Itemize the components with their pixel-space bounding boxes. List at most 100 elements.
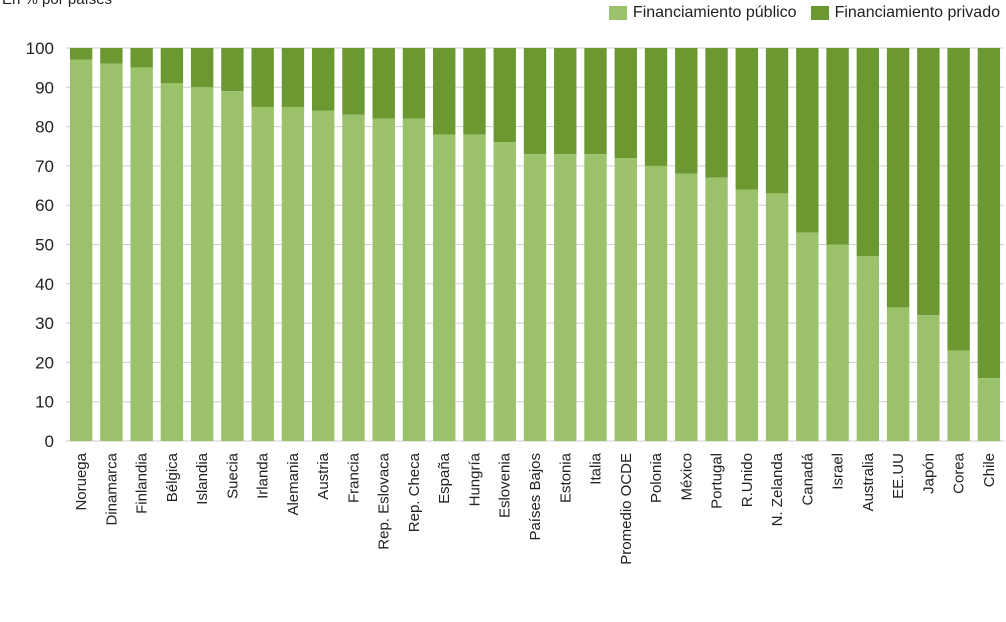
x-tick-label: Noruega: [73, 452, 90, 510]
bar-public: [69, 59, 93, 441]
bar-private: [977, 48, 1001, 379]
bar-private: [675, 48, 698, 174]
x-tick-label: Estonia: [557, 452, 574, 503]
legend-label-public: Financiamiento público: [632, 4, 797, 21]
bar-private: [735, 48, 759, 190]
x-tick-label: Finlandia: [134, 452, 151, 514]
chart-subtitle: En % por países: [2, 0, 112, 8]
bar-private: [705, 48, 728, 178]
bar-public: [977, 378, 1001, 441]
bar-public: [281, 106, 305, 441]
bar-private: [554, 48, 577, 155]
bar-private: [251, 48, 274, 107]
bar-public: [493, 142, 516, 441]
x-tick-label: Italia: [588, 452, 605, 484]
bar-public: [372, 118, 395, 442]
x-tick-label: Rep. Eslovaca: [376, 452, 393, 549]
x-tick-label: Eslovenia: [497, 452, 514, 518]
bar-private: [372, 48, 395, 119]
x-tick-label: N. Zelanda: [769, 452, 786, 526]
y-tick-label: 50: [35, 236, 54, 255]
x-tick-label: Promedio OCDE: [618, 453, 635, 565]
bar-public: [856, 256, 880, 441]
bar-private: [463, 48, 486, 135]
bar-private: [311, 48, 335, 111]
bar-private: [826, 48, 849, 245]
legend-label-private: Financiamiento privado: [834, 4, 1000, 21]
bar-private: [584, 48, 607, 155]
x-tick-label: Países Bajos: [527, 453, 544, 541]
legend-item-private: Financiamiento privado: [810, 4, 1000, 22]
y-tick-label: 100: [26, 39, 54, 58]
bar-private: [614, 48, 637, 159]
x-tick-label: Chile: [981, 453, 998, 487]
bar-public: [705, 177, 728, 441]
bar-private: [856, 48, 880, 257]
bar-public: [796, 232, 819, 441]
bar-private: [160, 48, 184, 84]
x-tick-label: Austria: [315, 452, 332, 499]
bar-public: [433, 134, 456, 441]
bar-public: [917, 315, 940, 441]
x-tick-label: España: [436, 452, 453, 504]
y-tick-label: 70: [35, 157, 54, 176]
x-tick-label: Rep. Checa: [406, 452, 423, 532]
y-tick-label: 20: [35, 353, 54, 372]
x-tick-label: Japón: [920, 453, 937, 494]
x-tick-label: Suecia: [224, 452, 241, 499]
y-tick-label: 90: [35, 78, 54, 97]
bar-private: [221, 48, 244, 92]
bar-public: [765, 193, 789, 441]
x-tick-label: México: [678, 453, 695, 501]
bar-public: [251, 106, 274, 441]
x-tick-label: Dinamarca: [103, 452, 120, 525]
bar-public: [523, 154, 547, 442]
bar-private: [433, 48, 456, 135]
bar-public: [190, 87, 214, 442]
x-tick-label: Bélgica: [164, 452, 181, 502]
legend-swatch-private: [810, 6, 829, 20]
bar-private: [644, 48, 668, 166]
bar-public: [100, 63, 123, 441]
x-tick-label: Israel: [830, 453, 847, 490]
bar-public: [826, 244, 849, 441]
bar-public: [554, 154, 577, 442]
bar-private: [100, 48, 123, 64]
x-tick-label: Corea: [951, 452, 968, 494]
bar-private: [281, 48, 305, 107]
bar-public: [160, 83, 184, 442]
y-tick-label: 80: [35, 118, 54, 137]
y-tick-label: 30: [35, 314, 54, 333]
x-tick-label: Portugal: [709, 453, 726, 509]
bar-public: [886, 307, 910, 441]
x-tick-label: Islandia: [194, 452, 211, 504]
bar-private: [796, 48, 819, 233]
bar-private: [765, 48, 789, 194]
bar-public: [644, 165, 668, 441]
bar-private: [130, 48, 153, 68]
bar-public: [614, 158, 637, 442]
x-tick-label: EE.UU: [890, 453, 907, 499]
y-tick-label: 0: [45, 432, 54, 451]
legend: Financiamiento público Financiamiento pr…: [595, 4, 1000, 22]
y-tick-label: 60: [35, 196, 54, 215]
bar-public: [735, 189, 759, 441]
y-tick-label: 10: [35, 393, 54, 412]
bar-public: [311, 110, 335, 441]
bar-public: [130, 67, 153, 442]
bar-public: [463, 134, 486, 441]
x-tick-label: Irlanda: [255, 452, 272, 499]
bar-public: [675, 173, 698, 441]
bar-public: [342, 114, 365, 441]
x-tick-label: Hungría: [466, 452, 483, 506]
bar-private: [69, 48, 93, 60]
bar-private: [493, 48, 516, 143]
x-tick-label: Alemania: [285, 452, 302, 515]
bar-private: [886, 48, 910, 308]
x-tick-label: Australia: [860, 452, 877, 511]
bar-private: [947, 48, 970, 351]
legend-item-public: Financiamiento público: [608, 4, 797, 22]
legend-swatch-public: [608, 6, 627, 20]
